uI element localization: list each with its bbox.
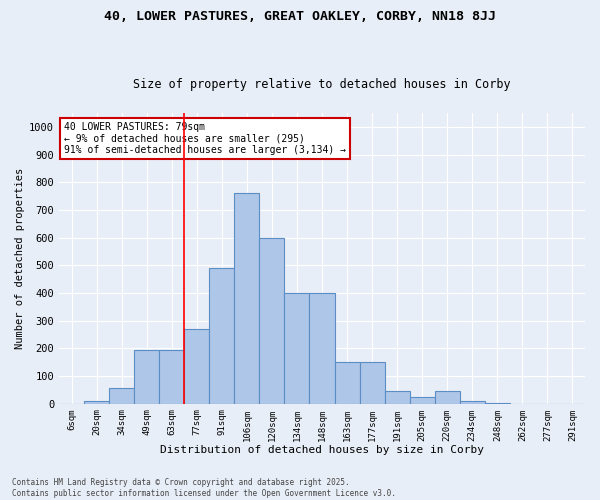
Bar <box>134 350 159 404</box>
Bar <box>335 362 359 404</box>
Bar <box>460 401 485 404</box>
Text: 40 LOWER PASTURES: 79sqm
← 9% of detached houses are smaller (295)
91% of semi-d: 40 LOWER PASTURES: 79sqm ← 9% of detache… <box>64 122 346 155</box>
Text: 40, LOWER PASTURES, GREAT OAKLEY, CORBY, NN18 8JJ: 40, LOWER PASTURES, GREAT OAKLEY, CORBY,… <box>104 10 496 23</box>
Text: Contains HM Land Registry data © Crown copyright and database right 2025.
Contai: Contains HM Land Registry data © Crown c… <box>12 478 396 498</box>
Bar <box>485 403 510 404</box>
Bar <box>109 388 134 404</box>
Bar <box>84 401 109 404</box>
Bar <box>159 350 184 404</box>
Bar <box>310 293 335 404</box>
Bar <box>259 238 284 404</box>
Bar <box>385 392 410 404</box>
Bar <box>184 329 209 404</box>
Y-axis label: Number of detached properties: Number of detached properties <box>15 168 25 349</box>
Bar <box>435 392 460 404</box>
Bar <box>359 362 385 404</box>
Title: Size of property relative to detached houses in Corby: Size of property relative to detached ho… <box>133 78 511 91</box>
Bar <box>209 268 235 404</box>
Bar <box>410 397 435 404</box>
Bar <box>284 293 310 404</box>
X-axis label: Distribution of detached houses by size in Corby: Distribution of detached houses by size … <box>160 445 484 455</box>
Bar <box>235 194 259 404</box>
